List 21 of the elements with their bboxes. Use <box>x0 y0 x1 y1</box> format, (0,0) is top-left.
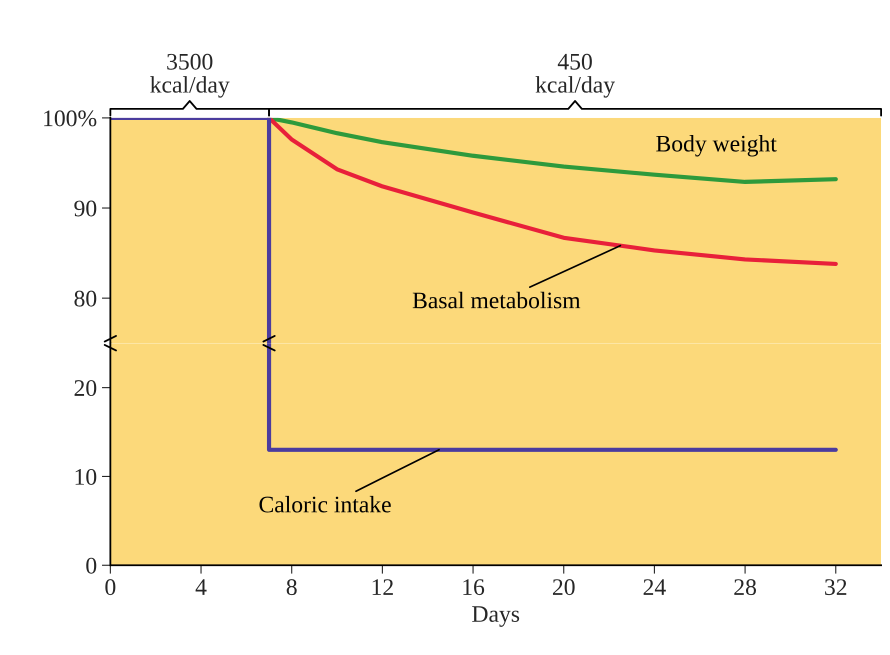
y-tick-label: 10 <box>76 468 96 485</box>
x-tick-label: 28 <box>734 579 756 596</box>
x-tick-label: 24 <box>644 579 666 595</box>
y-tick-label: 20 <box>74 380 96 396</box>
y-tick-label: 0 <box>86 558 96 574</box>
text: 3500 kcal/day <box>150 54 230 98</box>
x-tick-label: 20 <box>552 579 575 596</box>
text: 450 kcal/day <box>536 54 615 98</box>
y-tick-label: 80 <box>74 290 96 307</box>
x-axis-title: Days <box>472 606 520 627</box>
x-tick-label: 4 <box>196 579 207 595</box>
x-tick-label: 32 <box>825 579 846 596</box>
series-label: Body weight <box>656 135 777 157</box>
series-label: Caloric intake <box>259 496 391 513</box>
x-tick-label: 0 <box>105 579 116 596</box>
x-tick-label: 12 <box>372 579 393 595</box>
y-tick-label: 100% <box>44 110 96 126</box>
text: Basal metabolism <box>412 292 580 308</box>
x-tick-label: 16 <box>463 579 484 596</box>
x-tick-label: 8 <box>286 579 297 596</box>
y-tick-label: 90 <box>74 200 96 216</box>
